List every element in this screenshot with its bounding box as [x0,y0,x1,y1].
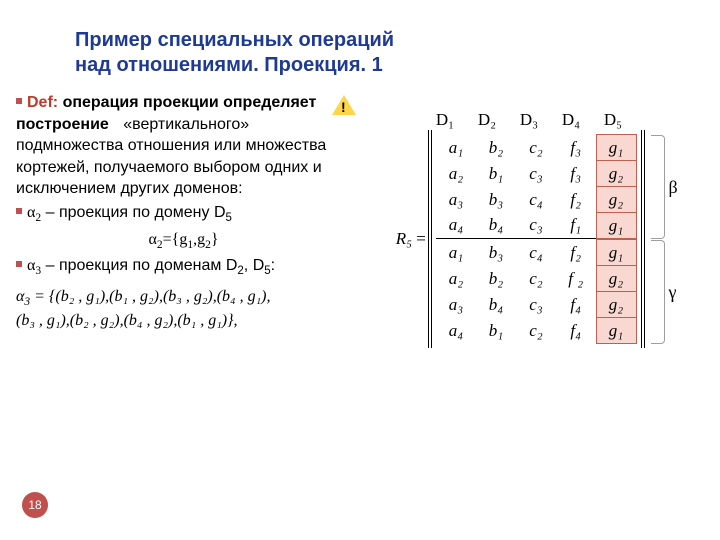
matrix-cell: f ₂ [556,266,596,292]
matrix-cell: a₁ [436,240,476,266]
column-headers: D₁D₂D₃D₄D₅ [424,110,645,130]
matrix-cell: c₂ [516,135,556,161]
matrix-cell: b₁ [476,161,516,187]
matrix-cell: g₁ [596,240,636,266]
matrix-row: a₁b₃c₄f₂g₁ [436,240,636,266]
matrix-row: a₁b₂c₂f₃g₁ [436,135,636,161]
equals-sign: = [414,229,428,249]
column-header: D₂ [466,110,508,130]
alpha3-colon: : [271,257,275,274]
column-header: D₅ [592,110,634,130]
matrix-cell: a₂ [436,266,476,292]
column-header: D₁ [424,110,466,130]
matrix-cell: c₃ [516,292,556,318]
matrix-cell: g₁ [596,318,636,344]
matrix-cell: g₂ [596,161,636,187]
gamma-bracket [651,240,665,344]
column-header: D₄ [550,110,592,130]
matrix-table: a₁b₂c₂f₃g₁a₂b₁c₃f₃g₂a₃b₃c₄f₂g₂a₄b₄c₃f₁g₁… [436,134,637,344]
bullet-icon [16,98,22,104]
matrix-cell: b₃ [476,187,516,213]
a3-open: = {(b [30,288,69,305]
matrix-cell: b₄ [476,292,516,318]
matrix-cell: f₂ [556,187,596,213]
matrix-cell: a₄ [436,213,476,239]
column-header: D₃ [508,110,550,130]
alpha2-domain-sub: 5 [226,212,232,224]
matrix-cell: a₃ [436,292,476,318]
matrix-cell: a₂ [436,161,476,187]
alpha2-eq-mid: ,g [193,231,205,248]
matrix-cell: g₁ [596,213,636,239]
matrix-cell: b₃ [476,240,516,266]
gamma-label: γ [669,282,677,303]
alpha2-eq-close: } [211,231,219,248]
slide-title: Пример специальных операций над отношени… [75,28,475,78]
matrix-cell: b₄ [476,213,516,239]
matrix-row: a₄b₁c₂f₄g₁ [436,318,636,344]
matrix-body: a₁b₂c₂f₃g₁a₂b₁c₃f₃g₂a₃b₃c₄f₂g₂a₄b₄c₃f₁g₁… [428,130,645,348]
definition-block: Def: операция проекции определяет постро… [16,92,351,333]
matrix-cell: b₂ [476,135,516,161]
title-line-2: над отношениями. Проекция. 1 [75,54,383,76]
a3-line2: (b₃ , g₁),(b₂ , g₂),(b₄ , g₂),(b₁ , g₁)}… [16,312,238,329]
page-number-badge: 18 [22,492,48,518]
beta-bracket [651,135,665,239]
matrix-cell: c₂ [516,318,556,344]
matrix-cell: g₂ [596,187,636,213]
matrix-cell: c₃ [516,161,556,187]
alpha2-eq-open: ={g [163,231,188,248]
bullet-icon [16,261,22,267]
matrix-cell: g₁ [596,135,636,161]
matrix-cell: f₃ [556,161,596,187]
matrix-cell: a₃ [436,187,476,213]
relation-label: R₅ [380,229,414,249]
beta-label: β [669,177,678,198]
matrix-row: a₄b₄c₃f₁g₁ [436,213,636,239]
matrix-region: D₁D₂D₃D₄D₅ R₅ = a₁b₂c₂f₃g₁a₂b₁c₃f₃g₂a₃b₃… [380,110,645,348]
alpha3-text: – проекция по доменам D [41,257,237,274]
alpha2-eq-sym: α [148,231,156,248]
alpha3-comma: , D [244,257,264,274]
a3-line1: ₂ , g₁),(b₁ , g₂),(b₃ , g₂),(b₄ , g₁), [69,288,271,305]
matrix-cell: f₄ [556,318,596,344]
matrix-row: a₂b₁c₃f₃g₂ [436,161,636,187]
matrix-cell: b₂ [476,266,516,292]
alpha2-text: – проекция по домену D [41,204,225,221]
matrix-cell: c₄ [516,240,556,266]
bullet-icon [16,208,22,214]
matrix-cell: f₄ [556,292,596,318]
matrix-cell: f₂ [556,240,596,266]
matrix-row: a₃b₄c₃f₄g₂ [436,292,636,318]
matrix-cell: g₂ [596,266,636,292]
matrix-row: a₃b₃c₄f₂g₂ [436,187,636,213]
matrix-cell: c₄ [516,187,556,213]
matrix-cell: a₁ [436,135,476,161]
matrix-cell: a₄ [436,318,476,344]
matrix-cell: b₁ [476,318,516,344]
title-line-1: Пример специальных операций [75,29,394,51]
page-number: 18 [28,498,41,512]
matrix-cell: f₃ [556,135,596,161]
matrix-row: a₂b₂c₂f ₂g₂ [436,266,636,292]
def-bold-1: операция проекции [63,94,219,111]
def-keyword: Def: [27,94,58,111]
matrix-cell: c₃ [516,213,556,239]
matrix-cell: g₂ [596,292,636,318]
alpha3-set-definition: α3 = {(b₂ , g₁),(b₁ , g₂),(b₃ , g₂),(b₄ … [16,286,351,333]
matrix-cell: c₂ [516,266,556,292]
matrix-cell: f₁ [556,213,596,239]
